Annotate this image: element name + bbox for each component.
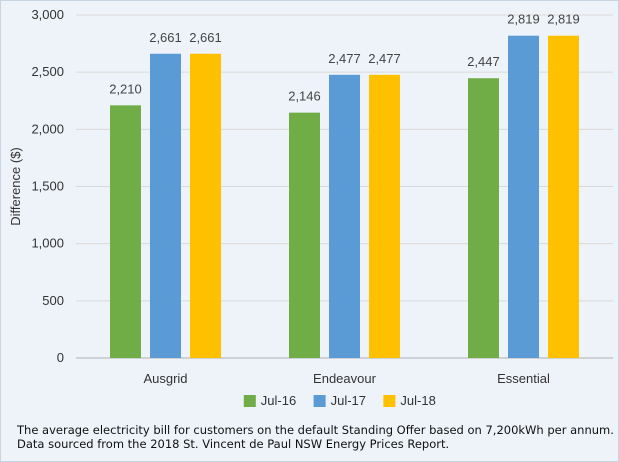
data-label: 2,819	[507, 12, 540, 27]
bar-jul-16-essential	[468, 78, 499, 359]
legend-label: Jul-17	[331, 393, 366, 408]
data-label: 2,477	[368, 51, 401, 66]
legend-label: Jul-18	[400, 393, 435, 408]
y-tick-label: 2,500	[31, 64, 64, 79]
bar-jul-17-essential	[508, 35, 539, 358]
bar-jul-16-endeavour	[289, 112, 320, 359]
y-tick-label: 3,000	[31, 7, 64, 22]
y-tick-label: 1,500	[31, 179, 64, 194]
x-tick-label: Essential	[497, 371, 550, 386]
y-tick-label: 0	[57, 350, 64, 365]
legend: Jul-16 Jul-17 Jul-18	[243, 393, 436, 408]
x-axis-ticks: Ausgrid Endeavour Essential	[143, 371, 550, 386]
bar-jul-18-ausgrid	[190, 53, 221, 358]
legend-item-jul-17: Jul-17	[313, 393, 366, 408]
y-tick-label: 2,000	[31, 121, 64, 136]
bar-jul-18-endeavour	[369, 74, 400, 359]
y-axis-title: Difference ($)	[8, 147, 23, 226]
legend-item-jul-18: Jul-18	[383, 393, 436, 408]
data-label: 2,146	[288, 89, 321, 104]
x-tick-label: Ausgrid	[143, 371, 187, 386]
data-labels: 2,210 2,661 2,661 2,146 2,477 2,477 2,447 2,819…	[109, 12, 580, 104]
data-label: 2,819	[547, 12, 580, 27]
y-tick-label: 1,000	[31, 236, 64, 251]
data-label: 2,447	[467, 54, 500, 69]
y-axis-ticks: 0 500 1,000 1,500 2,000 2,500 3,000	[31, 7, 64, 365]
legend-swatch	[383, 395, 396, 407]
legend-swatch	[243, 395, 256, 407]
legend-label: Jul-16	[261, 393, 296, 408]
bar-jul-17-endeavour	[329, 74, 360, 359]
bar-jul-18-essential	[548, 35, 579, 358]
caption-line-2: Data sourced from the 2018 St. Vincent d…	[17, 437, 450, 451]
bar-jul-17-ausgrid	[150, 53, 181, 358]
bar-chart: 0 500 1,000 1,500 2,000 2,500 3,000 2,210 2,661…	[8, 7, 613, 408]
caption-line-1: The average electricity bill for custome…	[17, 423, 614, 437]
legend-item-jul-16: Jul-16	[243, 393, 296, 408]
y-tick-label: 500	[42, 293, 64, 308]
legend-swatch	[313, 395, 326, 407]
data-label: 2,661	[189, 30, 222, 45]
chart-caption: The average electricity bill for custome…	[17, 423, 614, 451]
bar-jul-16-ausgrid	[110, 105, 141, 358]
data-label: 2,477	[328, 51, 361, 66]
bars	[110, 35, 579, 359]
x-tick-label: Endeavour	[313, 371, 377, 386]
data-label: 2,661	[149, 30, 182, 45]
data-label: 2,210	[109, 81, 142, 96]
